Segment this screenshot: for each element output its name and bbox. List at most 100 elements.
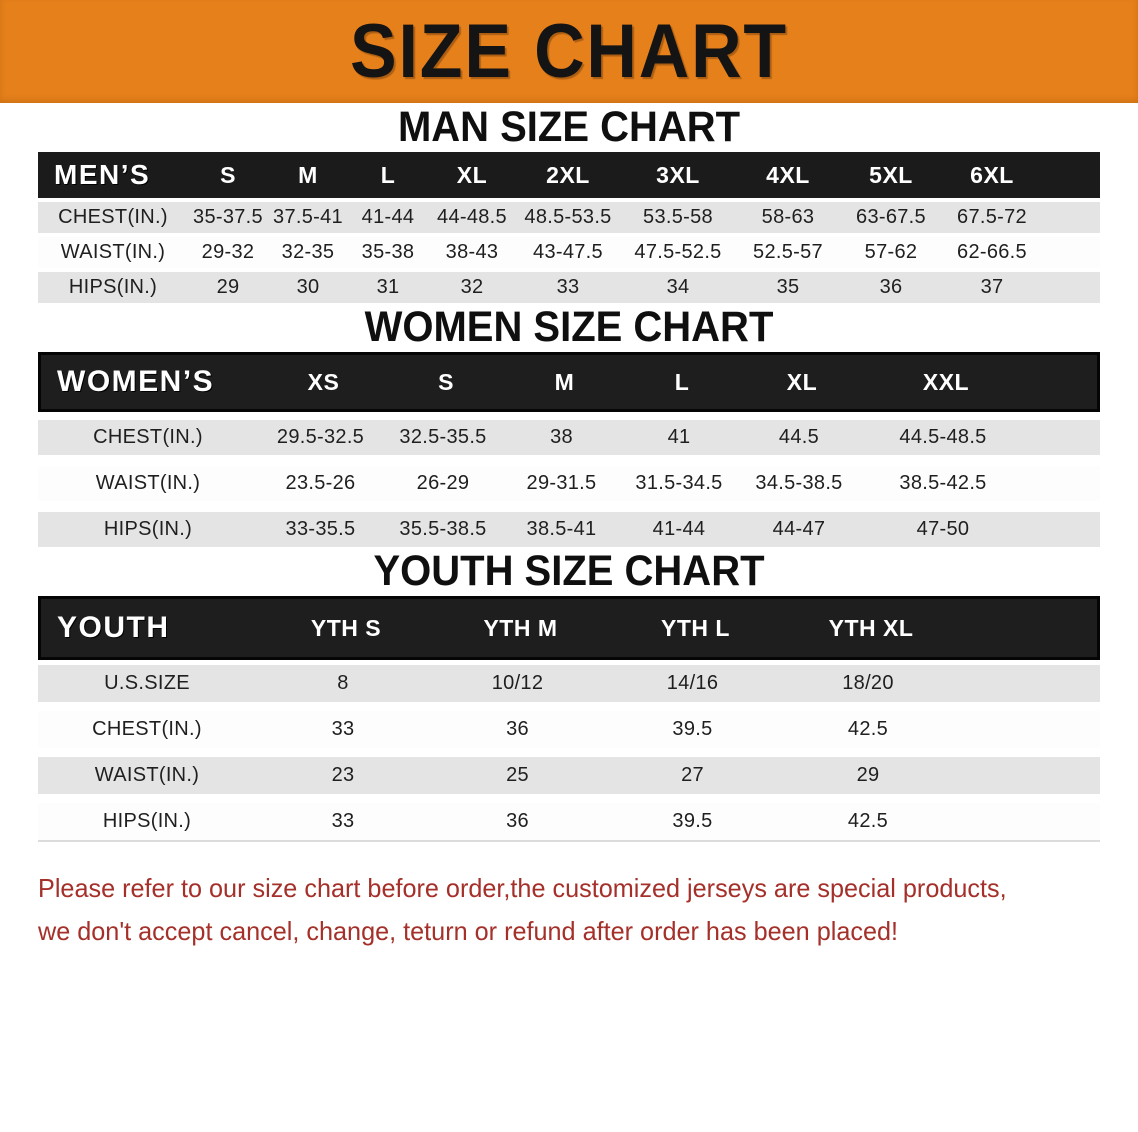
- size-value: 29.5-32.5: [276, 426, 365, 448]
- col-header: M: [298, 161, 318, 188]
- size-value: 67.5-72: [957, 206, 1027, 228]
- men-table-header: MEN’S S M L XL 2XL 3XL 4XL 5XL 6XL: [38, 152, 1100, 198]
- size-value: 38: [550, 426, 573, 448]
- size-value: 32-35: [281, 241, 335, 263]
- youth-corner-label: YOUTH: [57, 611, 170, 644]
- row-label: WAIST(IN.): [94, 764, 200, 786]
- row-label: CHEST(IN.): [93, 426, 203, 448]
- col-header: YTH M: [483, 614, 558, 641]
- size-value: 23.5-26: [285, 472, 356, 494]
- size-value: 38.5-42.5: [899, 472, 987, 494]
- col-header: XL: [786, 368, 818, 395]
- col-header: YTH XL: [828, 614, 914, 641]
- table-row: HIPS(IN.) 33 36 39.5 42.5: [38, 803, 1100, 840]
- disclaimer-line-2: we don't accept cancel, change, teturn o…: [38, 916, 899, 946]
- size-value: 27: [681, 764, 704, 786]
- table-row: CHEST(IN.) 29.5-32.5 32.5-35.5 38 41 44.…: [38, 420, 1100, 455]
- disclaimer-line-1: Please refer to our size chart before or…: [38, 873, 1007, 903]
- size-value: 44-48.5: [437, 206, 507, 228]
- size-value: 37: [980, 276, 1004, 298]
- col-header: 2XL: [546, 161, 590, 188]
- size-value: 38-43: [445, 241, 499, 263]
- row-label: HIPS(IN.): [103, 518, 193, 540]
- table-row: WAIST(IN.) 29-32 32-35 35-38 38-43 43-47…: [38, 237, 1100, 268]
- men-table: MEN’S S M L XL 2XL 3XL 4XL 5XL 6XL CHEST…: [38, 152, 1100, 303]
- size-value: 37.5-41: [273, 206, 343, 228]
- size-value: 35-37.5: [193, 206, 263, 228]
- size-value: 47-50: [916, 518, 970, 540]
- table-row: HIPS(IN.) 29 30 31 32 33 34 35 36 37: [38, 272, 1100, 303]
- size-value: 44.5: [778, 426, 820, 448]
- size-value: 53.5-58: [643, 206, 713, 228]
- size-value: 35: [776, 276, 800, 298]
- col-header: YTH L: [661, 614, 730, 641]
- col-header: M: [554, 368, 575, 395]
- col-header: S: [220, 161, 236, 188]
- size-value: 43-47.5: [533, 241, 603, 263]
- banner-title: SIZE CHART: [350, 9, 788, 94]
- disclaimer-text: Please refer to our size chart before or…: [38, 867, 1100, 953]
- size-value: 41-44: [361, 206, 415, 228]
- table-row: CHEST(IN.) 35-37.5 37.5-41 41-44 44-48.5…: [38, 202, 1100, 233]
- women-table-header: WOMEN’S XS S M L XL XXL: [38, 352, 1100, 412]
- col-header: YTH S: [310, 614, 382, 641]
- col-header: L: [380, 161, 396, 188]
- size-value: 8: [337, 672, 349, 694]
- size-value: 33: [331, 810, 355, 832]
- row-label: U.S.SIZE: [104, 672, 190, 694]
- size-value: 63-67.5: [856, 206, 926, 228]
- size-value: 44-47: [772, 518, 826, 540]
- size-value: 36: [506, 810, 529, 832]
- size-value: 14/16: [666, 672, 719, 694]
- size-value: 33-35.5: [285, 518, 356, 540]
- men-corner-label: MEN’S: [54, 159, 151, 190]
- table-row: CHEST(IN.) 33 36 39.5 42.5: [38, 711, 1100, 748]
- size-value: 36: [879, 276, 903, 298]
- table-row: U.S.SIZE 8 10/12 14/16 18/20: [38, 665, 1100, 702]
- size-value: 39.5: [672, 718, 713, 740]
- size-value: 29: [856, 764, 880, 786]
- size-value: 41: [667, 426, 691, 448]
- size-value: 33: [331, 718, 355, 740]
- size-chart-banner: SIZE CHART: [0, 0, 1138, 103]
- row-label: WAIST(IN.): [60, 241, 166, 263]
- women-corner-label: WOMEN’S: [57, 365, 215, 398]
- size-value: 41-44: [652, 518, 706, 540]
- col-header: L: [674, 368, 690, 395]
- size-value: 62-66.5: [957, 241, 1027, 263]
- size-value: 42.5: [847, 810, 889, 832]
- size-value: 34: [666, 276, 690, 298]
- size-value: 31: [376, 276, 400, 298]
- size-value: 10/12: [491, 672, 544, 694]
- size-value: 38.5-41: [526, 518, 597, 540]
- size-value: 35-38: [361, 241, 415, 263]
- size-value: 29-31.5: [526, 472, 597, 494]
- size-value: 29-32: [201, 241, 255, 263]
- size-value: 32: [460, 276, 484, 298]
- youth-heading: YOUTH SIZE CHART: [373, 547, 765, 595]
- row-label: CHEST(IN.): [58, 206, 168, 228]
- table-row: HIPS(IN.) 33-35.5 35.5-38.5 38.5-41 41-4…: [38, 512, 1100, 547]
- size-value: 35.5-38.5: [399, 518, 487, 540]
- size-value: 18/20: [842, 672, 894, 694]
- size-value: 25: [506, 764, 529, 786]
- women-heading: WOMEN SIZE CHART: [364, 303, 774, 351]
- size-value: 36: [506, 718, 529, 740]
- col-header: 5XL: [869, 161, 913, 188]
- row-label: CHEST(IN.): [92, 718, 202, 740]
- table-row: WAIST(IN.) 23 25 27 29: [38, 757, 1100, 794]
- col-header: S: [438, 368, 454, 395]
- size-value: 57-62: [864, 241, 918, 263]
- col-header: 3XL: [656, 161, 700, 188]
- col-header: 4XL: [766, 161, 810, 188]
- size-value: 34.5-38.5: [755, 472, 843, 494]
- row-label: HIPS(IN.): [68, 276, 158, 298]
- size-value: 44.5-48.5: [899, 426, 987, 448]
- size-value: 52.5-57: [753, 241, 823, 263]
- size-value: 42.5: [847, 718, 889, 740]
- youth-table: YOUTH YTH S YTH M YTH L YTH XL U.S.SIZE …: [38, 596, 1100, 842]
- women-table: WOMEN’S XS S M L XL XXL CHEST(IN.) 29.5-…: [38, 352, 1100, 547]
- size-value: 30: [296, 276, 320, 298]
- col-header: XS: [307, 368, 340, 395]
- size-value: 58-63: [761, 206, 815, 228]
